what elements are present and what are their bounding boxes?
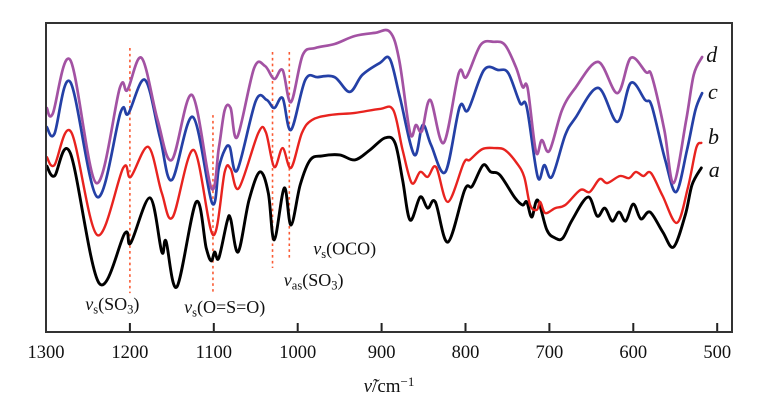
spectrum-curve-d [45, 28, 704, 191]
curve-label-b: b [708, 124, 719, 149]
annotation-nu-s-oso: νs(O=S=O) [184, 297, 265, 320]
x-tick-label-1300: 1300 [28, 343, 65, 363]
x-tick-label-600: 600 [619, 343, 647, 363]
annotation-nu-as-so3: νas(SO3) [284, 270, 344, 293]
annotations-group: νs(SO3) νs(O=S=O) νas(SO3) νs(OCO) [85, 239, 376, 320]
plot-frame [45, 22, 733, 333]
annotation-nu-s-oco: νs(OCO) [313, 239, 376, 262]
spectrum-curve-c [45, 55, 704, 206]
curve-label-a: a [709, 157, 720, 182]
x-tick-label-800: 800 [452, 343, 480, 363]
curve-label-d: d [706, 42, 718, 67]
x-tick-label-500: 500 [703, 343, 731, 363]
x-tick-label-1200: 1200 [111, 343, 148, 363]
x-tick-label-700: 700 [536, 343, 564, 363]
x-tick-label-900: 900 [368, 343, 396, 363]
curve-label-c: c [708, 79, 718, 104]
spectra-curves-group [45, 28, 704, 289]
x-tick-label-1000: 1000 [279, 343, 316, 363]
spectrum-curve-b [45, 105, 703, 237]
x-axis-title: ν̃/cm−1 [364, 374, 415, 397]
x-tick-label-1100: 1100 [196, 343, 232, 363]
spectrum-curve-a [45, 135, 703, 289]
annotation-nu-s-so3: νs(SO3) [85, 294, 139, 317]
x-axis-group: 1300 1200 1100 1000 900 800 700 600 500 ν̃/cm−1 [28, 323, 731, 397]
